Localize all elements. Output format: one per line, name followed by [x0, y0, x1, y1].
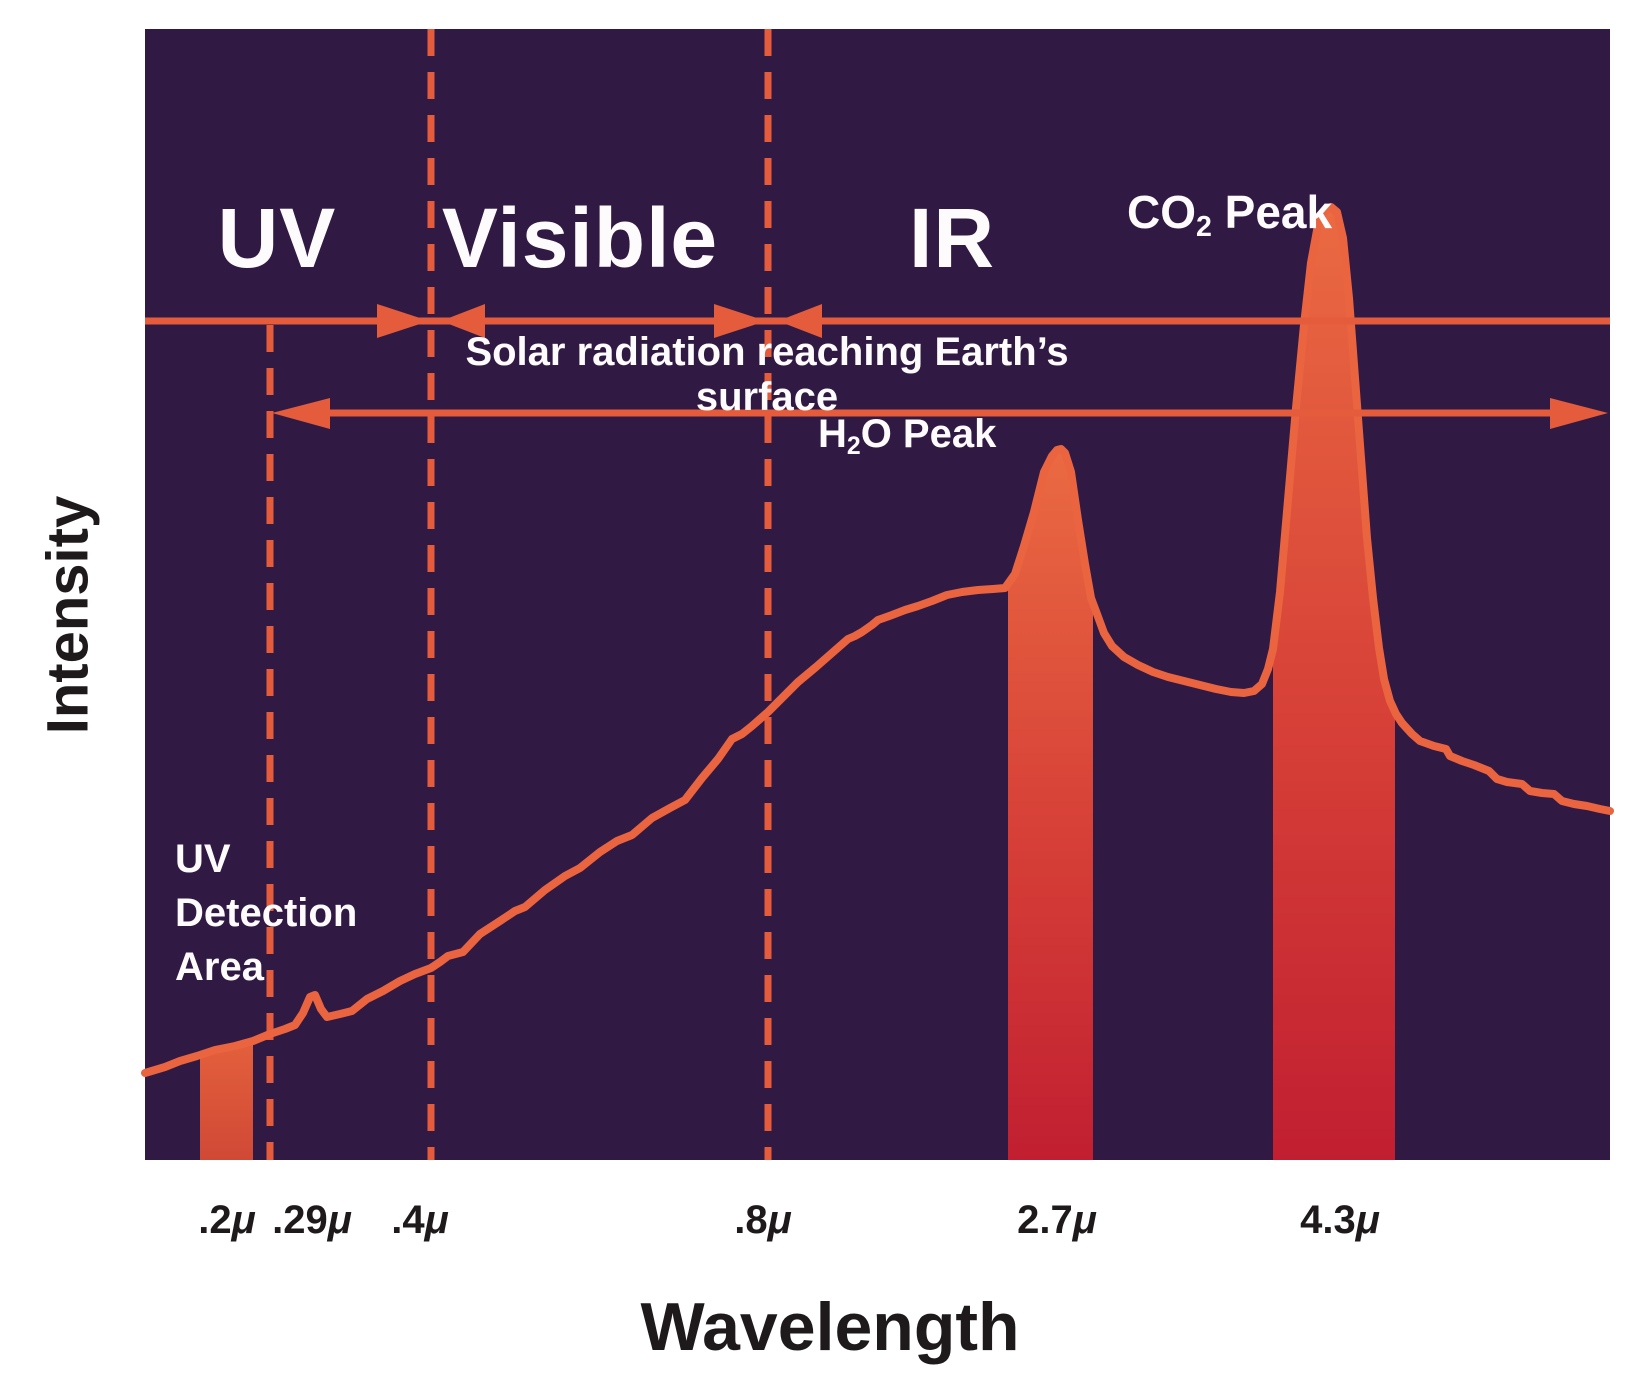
co2-peak-band	[1273, 210, 1395, 1160]
uv-detection-band	[200, 1041, 253, 1160]
solar-range-left-arrowhead-icon	[272, 398, 330, 429]
solar-range-right-arrowhead-icon	[1550, 398, 1608, 429]
h2o-peak-label: H2O Peak	[818, 412, 997, 460]
co2-peak-label: CO2 Peak	[1127, 185, 1333, 243]
x-tick-unit: μ	[1072, 1198, 1097, 1242]
x-tick-unit: μ	[1355, 1198, 1380, 1242]
h2o-peak-label-text: H	[818, 412, 847, 456]
visible-range-right-arrowhead-icon	[714, 304, 766, 338]
solar-range-label: Solar radiation reaching Earth’s surface	[465, 330, 1069, 419]
x-tick-value: .2	[198, 1198, 232, 1242]
co2-peak-label-text: CO	[1127, 186, 1196, 238]
x-tick-unit: μ	[231, 1198, 256, 1242]
co2-peak-label-subscript: 2	[1196, 210, 1212, 243]
x-tick-unit: μ	[767, 1198, 792, 1242]
uv-detection-area-label: UV Detection Area	[175, 837, 358, 989]
x-tick-value: .8	[734, 1198, 768, 1242]
x-tick-0.29u: .29μ	[272, 1198, 352, 1243]
y-axis-title: Intensity	[35, 495, 101, 735]
co2-peak-label-suffix: Peak	[1211, 186, 1333, 238]
x-tick-unit: μ	[424, 1198, 449, 1242]
h2o-peak-band	[1008, 451, 1093, 1161]
x-tick-4.3u: 4.3μ	[1300, 1198, 1380, 1243]
spectrum-curve	[141, 203, 1614, 1077]
x-tick-0.4u: .4μ	[391, 1198, 448, 1243]
x-tick-value: .29	[272, 1198, 328, 1242]
visible-range-left-arrowhead-icon	[441, 304, 485, 338]
region-label-ir: IR	[909, 191, 995, 285]
uv-range-right-arrowhead-icon	[377, 304, 429, 338]
region-label-visible: Visible	[441, 191, 719, 285]
x-tick-unit: μ	[327, 1198, 352, 1242]
x-tick-value: .4	[391, 1198, 425, 1242]
x-tick-2.7u: 2.7μ	[1017, 1198, 1097, 1243]
ir-range-left-arrowhead-icon	[778, 304, 822, 338]
region-label-uv: UV	[217, 191, 337, 285]
x-tick-0.8u: .8μ	[734, 1198, 791, 1243]
x-tick-value: 2.7	[1017, 1198, 1073, 1242]
x-axis-title: Wavelength	[640, 1289, 1020, 1365]
x-tick-value: 4.3	[1300, 1198, 1356, 1242]
h2o-peak-label-subscript: 2	[846, 432, 861, 460]
x-tick-0.2u: .2μ	[198, 1198, 255, 1243]
h2o-peak-label-suffix: O Peak	[860, 412, 997, 456]
